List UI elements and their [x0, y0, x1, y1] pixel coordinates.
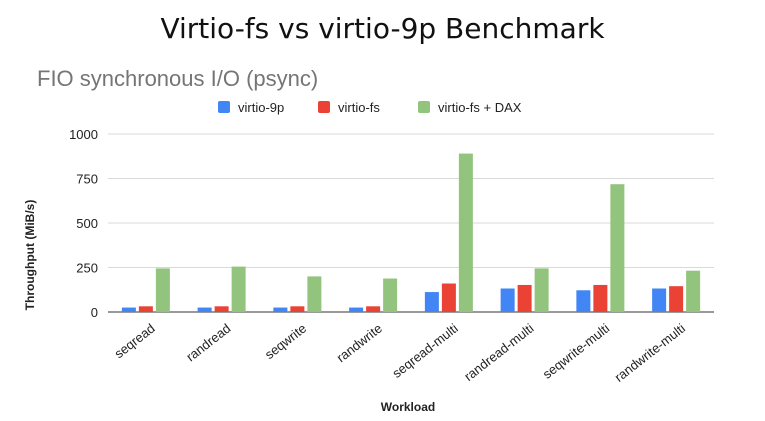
legend-swatch: [418, 101, 430, 113]
bar-virtio-fs-dax-randwrite: [383, 278, 398, 312]
bar-virtio-fs-randwrite: [366, 306, 381, 312]
y-tick-label: 500: [76, 216, 98, 231]
y-axis-ticks: 0 250 500 750 1000: [69, 127, 98, 320]
x-tick-label: randwrite-multi: [612, 320, 688, 384]
y-tick-label: 250: [76, 261, 98, 276]
bar-virtio-9p-randread: [197, 307, 212, 312]
x-tick-label: randread-multi: [461, 320, 536, 383]
bar-virtio-9p-seqread-multi: [424, 292, 439, 312]
y-tick-label: 750: [76, 172, 98, 187]
legend-label: virtio-9p: [238, 100, 284, 115]
bar-virtio-9p-seqwrite: [273, 307, 288, 312]
x-axis-ticks: seqread randread seqwrite randwrite seqread-…: [111, 320, 688, 384]
bar-virtio-fs-dax-randread: [231, 266, 246, 312]
bar-virtio-fs-dax-randread-multi: [534, 268, 549, 312]
bar-virtio-9p-randwrite: [349, 307, 364, 312]
y-tick-label: 0: [91, 305, 98, 320]
y-tick-label: 1000: [69, 127, 98, 142]
bar-virtio-fs-randwrite-multi: [669, 286, 684, 312]
bar-virtio-fs-seqwrite: [290, 306, 305, 312]
bars: [121, 153, 701, 312]
legend-swatch: [318, 101, 330, 113]
bar-virtio-9p-randread-multi: [500, 288, 515, 312]
x-tick-label: randread: [183, 321, 233, 365]
chart-title: FIO synchronous I/O (psync): [37, 66, 319, 91]
bar-virtio-9p-seqread: [121, 307, 136, 312]
x-tick-label: seqwrite-multi: [540, 320, 613, 381]
bar-virtio-fs-seqread: [138, 306, 153, 312]
bar-virtio-fs-randread-multi: [517, 284, 532, 312]
x-tick-label: seqread-multi: [389, 320, 460, 380]
bar-virtio-fs-dax-randwrite-multi: [686, 270, 701, 312]
bar-virtio-fs-randread: [214, 306, 229, 312]
x-tick-label: seqread: [111, 321, 157, 362]
bar-virtio-9p-seqwrite-multi: [576, 290, 591, 312]
bar-virtio-fs-seqread-multi: [441, 283, 456, 312]
slide-title: Virtio-fs vs virtio-9p Benchmark: [160, 12, 605, 45]
legend-label: virtio-fs: [338, 100, 380, 115]
bar-virtio-fs-dax-seqwrite-multi: [610, 184, 625, 312]
bar-virtio-9p-randwrite-multi: [652, 288, 667, 312]
legend-label: virtio-fs + DAX: [438, 100, 522, 115]
x-tick-label: seqwrite: [262, 321, 309, 363]
x-tick-label: randwrite: [334, 321, 385, 366]
legend-swatch: [218, 101, 230, 113]
bar-virtio-fs-seqwrite-multi: [593, 284, 608, 312]
bar-virtio-fs-dax-seqread-multi: [458, 153, 473, 312]
x-axis-title: Workload: [381, 400, 435, 414]
bar-virtio-fs-dax-seqread: [155, 268, 170, 312]
legend: virtio-9p virtio-fs virtio-fs + DAX: [218, 100, 522, 115]
y-axis-title: Throughput (MiB/s): [23, 200, 37, 311]
bar-virtio-fs-dax-seqwrite: [307, 276, 322, 312]
